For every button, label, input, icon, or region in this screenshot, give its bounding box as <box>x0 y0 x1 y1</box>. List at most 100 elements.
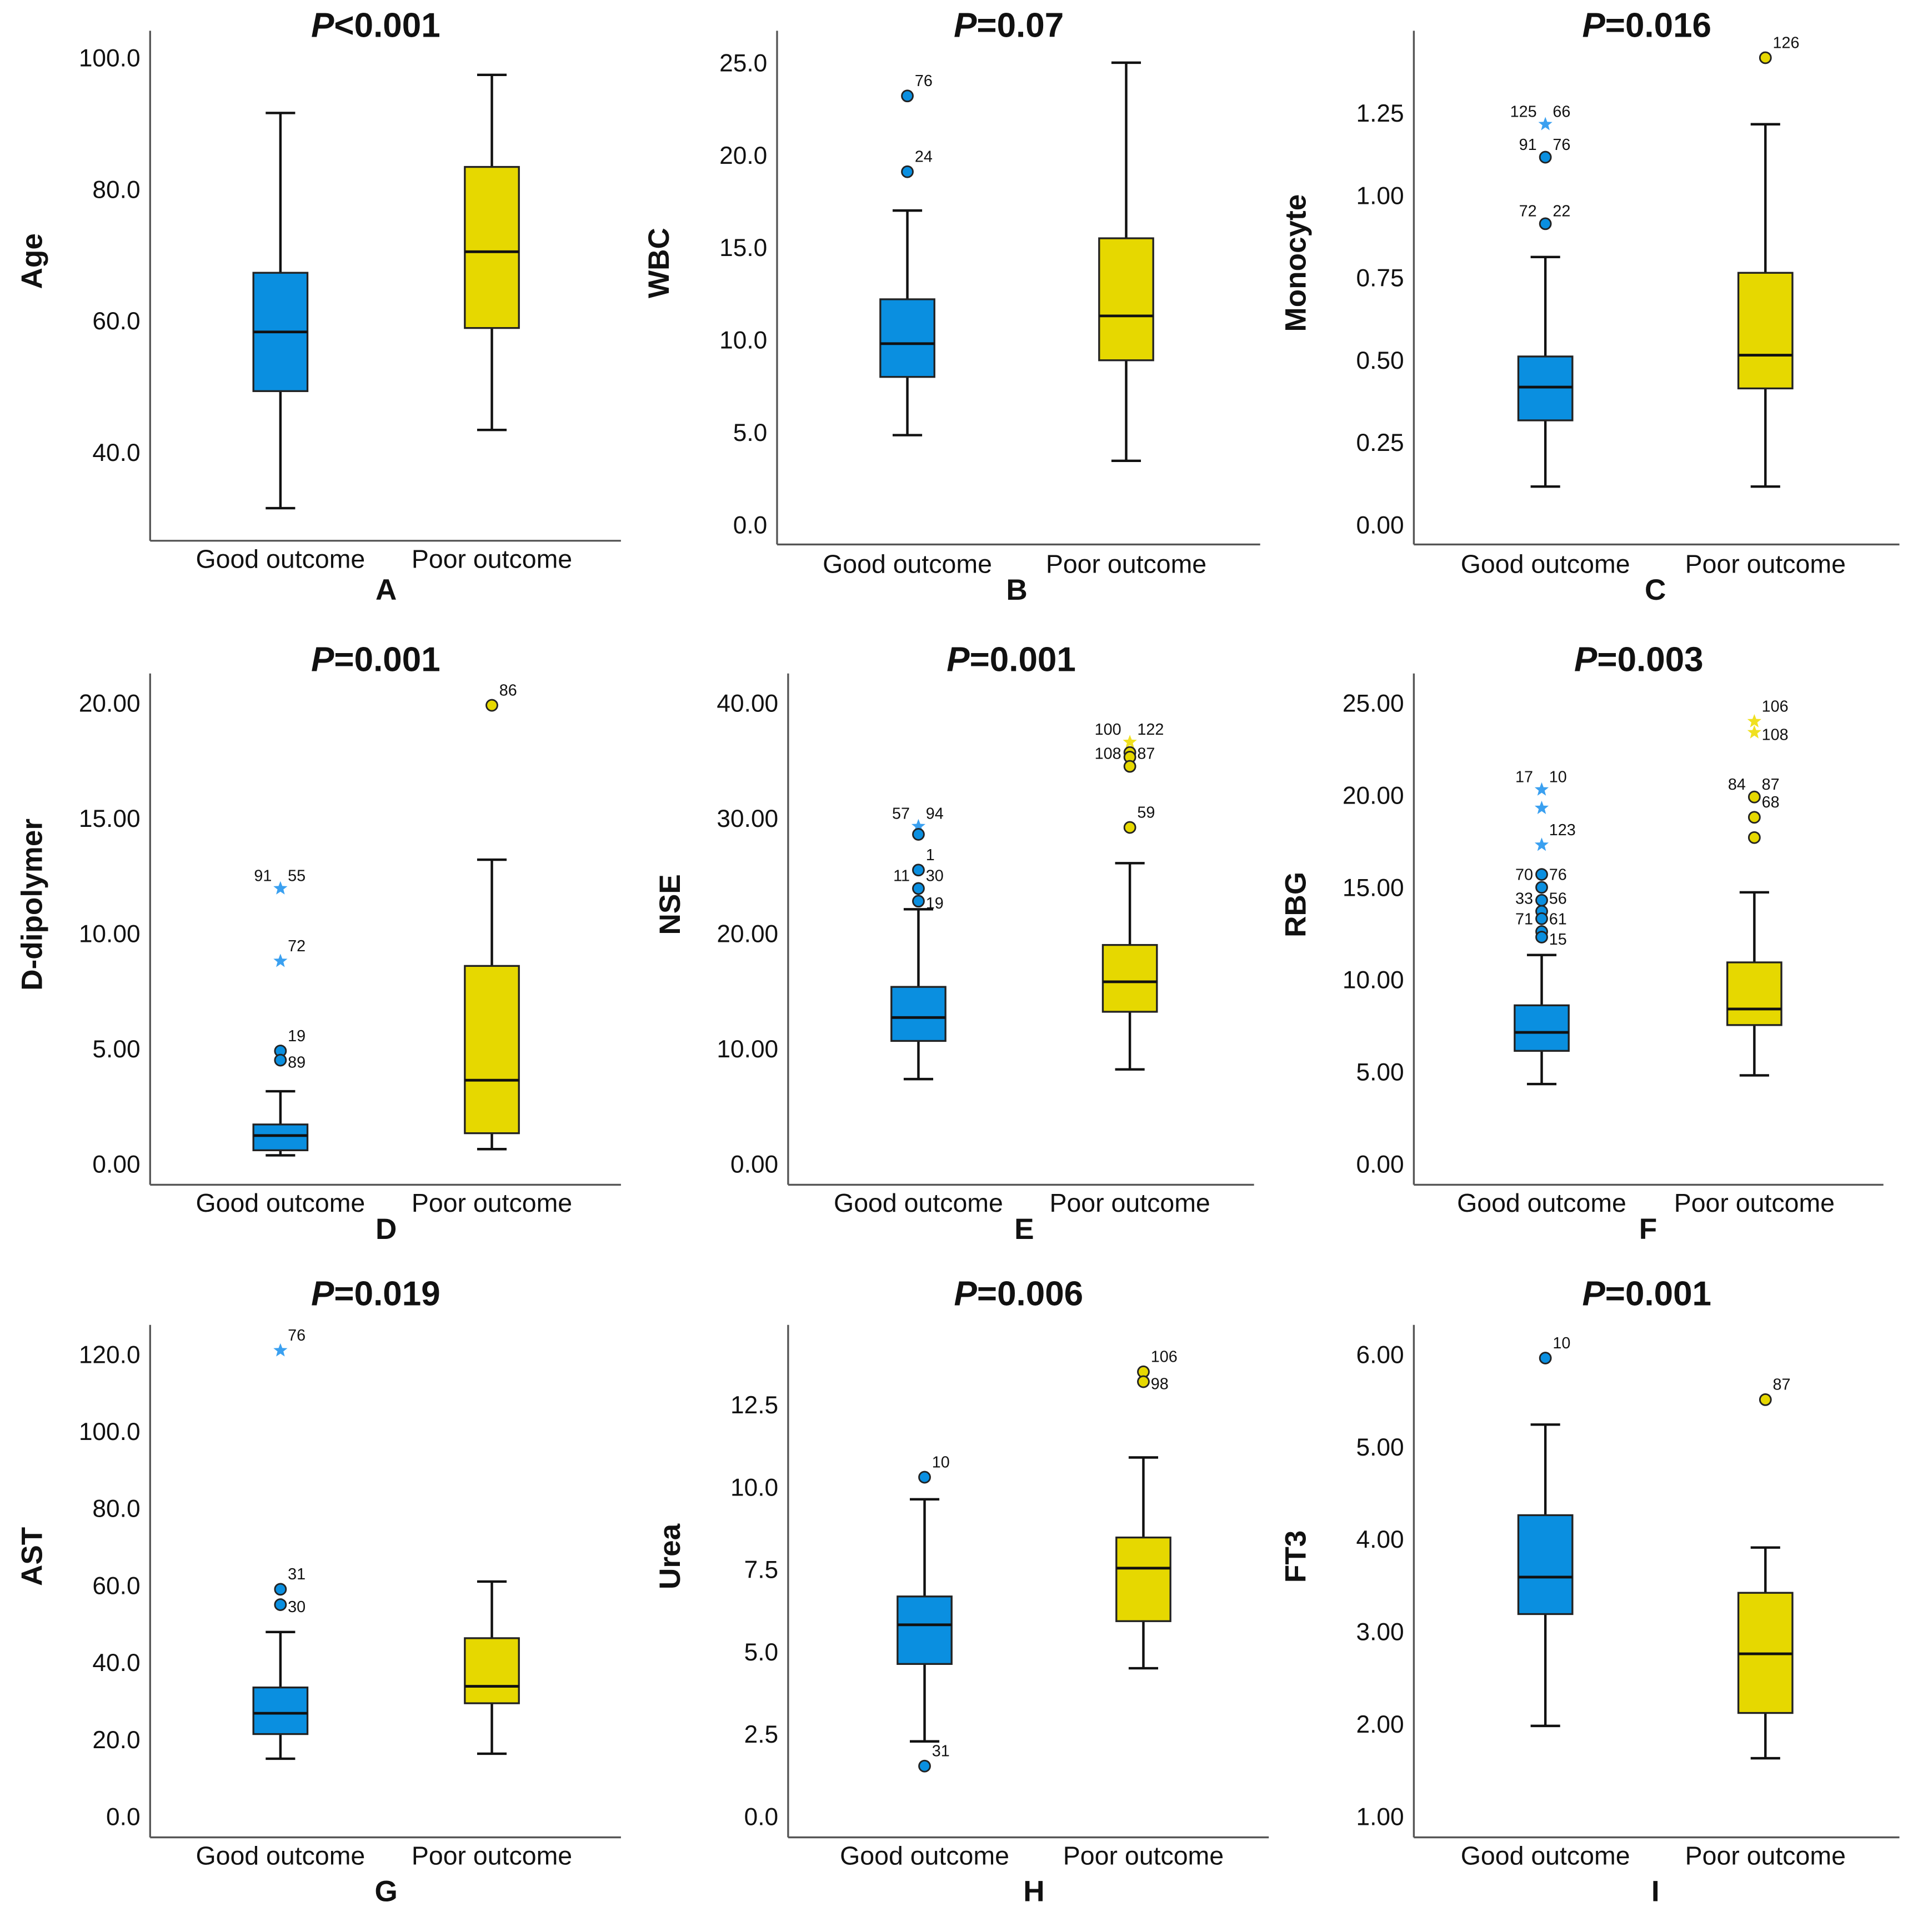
p-value: =0.003 <box>1597 640 1703 679</box>
y-tick-label: 5.0 <box>733 419 768 446</box>
iqr-box <box>1737 272 1794 390</box>
outlier-star <box>1747 714 1761 727</box>
outlier-point <box>918 1759 931 1773</box>
y-tick-label: 10.0 <box>730 1474 778 1501</box>
outlier-point <box>1535 912 1548 925</box>
y-axis-label: RBG <box>1280 872 1313 937</box>
y-tick-label: 20.0 <box>719 142 767 169</box>
y-tick-label: 2.00 <box>1356 1711 1404 1738</box>
outlier-case-label: 19 <box>926 895 944 912</box>
panel-letter: B <box>1006 574 1027 606</box>
y-tick-label: 20.00 <box>717 920 778 947</box>
x-category-label: Good outcome <box>1457 1188 1626 1217</box>
x-category-label: Poor outcome <box>1046 549 1206 578</box>
panel-f: 0.00 5.00 10.00 15.00 20.00 25.00 RBG P=0.003 F 1… <box>1280 640 1884 1246</box>
box-poor-outcome: 86 <box>464 681 520 1151</box>
panel-h: 0.0 2.5 5.0 7.5 10.0 12.5 Urea P=0.006 H 10 31 Good… <box>654 1274 1269 1908</box>
outlier-case-label: 72 <box>1519 203 1537 220</box>
box-poor-outcome: 126 <box>1737 34 1800 488</box>
outlier-case-label: 31 <box>932 1743 950 1760</box>
x-category-label: Good outcome <box>834 1188 1003 1217</box>
x-category-label: Poor outcome <box>412 544 572 573</box>
x-category-label: Good outcome <box>196 544 365 573</box>
y-tick-label: 0.75 <box>1356 265 1404 292</box>
y-tick-label: 0.00 <box>1356 1151 1404 1178</box>
y-tick-label: 0.00 <box>92 1151 140 1178</box>
p-value-title: P=0.006 <box>954 1274 1084 1313</box>
outlier-point <box>1123 760 1136 773</box>
y-tick-label: 5.00 <box>1356 1058 1404 1086</box>
panel-letter: G <box>375 1875 398 1908</box>
panel-letter: I <box>1651 1875 1660 1908</box>
outlier-point <box>1759 51 1772 64</box>
p-value-title: P=0.001 <box>947 640 1076 679</box>
panel-c: 0.00 0.25 0.50 0.75 1.00 1.25 Monocyte P=0.016 C… <box>1280 6 1900 606</box>
y-axis-label: NSE <box>654 874 687 935</box>
iqr-box <box>464 965 520 1135</box>
outlier-point <box>1747 831 1761 844</box>
y-tick-label: 25.0 <box>719 49 767 77</box>
outlier-star <box>1534 837 1549 851</box>
y-tick-label: 0.25 <box>1356 429 1404 456</box>
outlier-case-label: 122 <box>1137 721 1164 739</box>
panel-letter: F <box>1639 1213 1657 1246</box>
box-good-outcome: 10 31 <box>897 1453 953 1773</box>
outlier-case-label: 68 <box>1762 794 1780 811</box>
panel-letter: A <box>375 574 397 606</box>
outlier-point <box>1535 868 1548 881</box>
y-axis-label: Age <box>16 233 49 289</box>
p-value-title: P=0.019 <box>311 1274 440 1313</box>
iqr-box <box>890 986 947 1042</box>
outlier-case-label: 19 <box>288 1027 306 1045</box>
p-symbol: P <box>1582 1274 1605 1313</box>
y-tick-label: 100.0 <box>79 45 141 72</box>
y-tick-label: 60.0 <box>92 1572 140 1599</box>
y-tick-label: 20.0 <box>92 1727 140 1754</box>
box-good-outcome: 91 55 72 19 89 <box>252 867 309 1157</box>
y-tick-label: 10.00 <box>1343 966 1404 993</box>
y-tick-label: 0.0 <box>744 1803 779 1830</box>
outlier-point <box>912 828 925 841</box>
outlier-point <box>1535 931 1548 944</box>
y-tick-label: 25.00 <box>1343 690 1404 717</box>
outlier-star <box>1534 800 1549 814</box>
outlier-case-label: 126 <box>1773 34 1800 52</box>
outlier-case-label: 125 <box>1510 103 1537 121</box>
p-value: =0.001 <box>970 640 1076 679</box>
p-symbol: P <box>1574 640 1598 679</box>
y-tick-label: 20.00 <box>79 690 141 717</box>
y-tick-label: 60.0 <box>92 308 140 335</box>
outlier-case-label: 30 <box>288 1598 306 1616</box>
p-value: =0.019 <box>334 1274 440 1313</box>
y-tick-label: 5.00 <box>1356 1434 1404 1461</box>
iqr-box <box>464 1637 520 1704</box>
y-tick-label: 1.25 <box>1356 100 1404 127</box>
box-good-outcome: 125 66 91 76 72 22 <box>1510 103 1574 488</box>
p-symbol: P <box>954 6 977 44</box>
outlier-case-label: 30 <box>926 867 944 885</box>
box-poor-outcome <box>464 73 520 431</box>
outlier-point <box>912 882 925 895</box>
y-axis-label: AST <box>16 1527 49 1586</box>
outlier-star <box>273 954 288 967</box>
outlier-case-label: 108 <box>1762 726 1789 744</box>
p-value-title: P<0.001 <box>311 6 440 44</box>
outlier-case-label: 123 <box>1549 821 1576 839</box>
x-category-label: Poor outcome <box>1063 1841 1224 1870</box>
panel-letter: E <box>1014 1213 1034 1246</box>
panel-letter: D <box>375 1213 397 1246</box>
outlier-point <box>1747 811 1761 824</box>
outlier-case-label: 87 <box>1762 776 1780 794</box>
outlier-case-label: 76 <box>1553 136 1570 154</box>
box-poor-outcome <box>464 1580 520 1755</box>
outlier-star <box>273 1343 288 1357</box>
y-tick-label: 0.0 <box>733 511 768 539</box>
outlier-case-label: 10 <box>1553 1334 1570 1352</box>
y-tick-label: 10.00 <box>717 1036 778 1063</box>
y-tick-label: 10.00 <box>79 920 141 947</box>
outlier-case-label: 31 <box>288 1565 306 1583</box>
outlier-point <box>1539 1352 1552 1364</box>
y-axis-label: D-dipolymer <box>16 819 49 991</box>
x-category-label: Poor outcome <box>1674 1188 1835 1217</box>
